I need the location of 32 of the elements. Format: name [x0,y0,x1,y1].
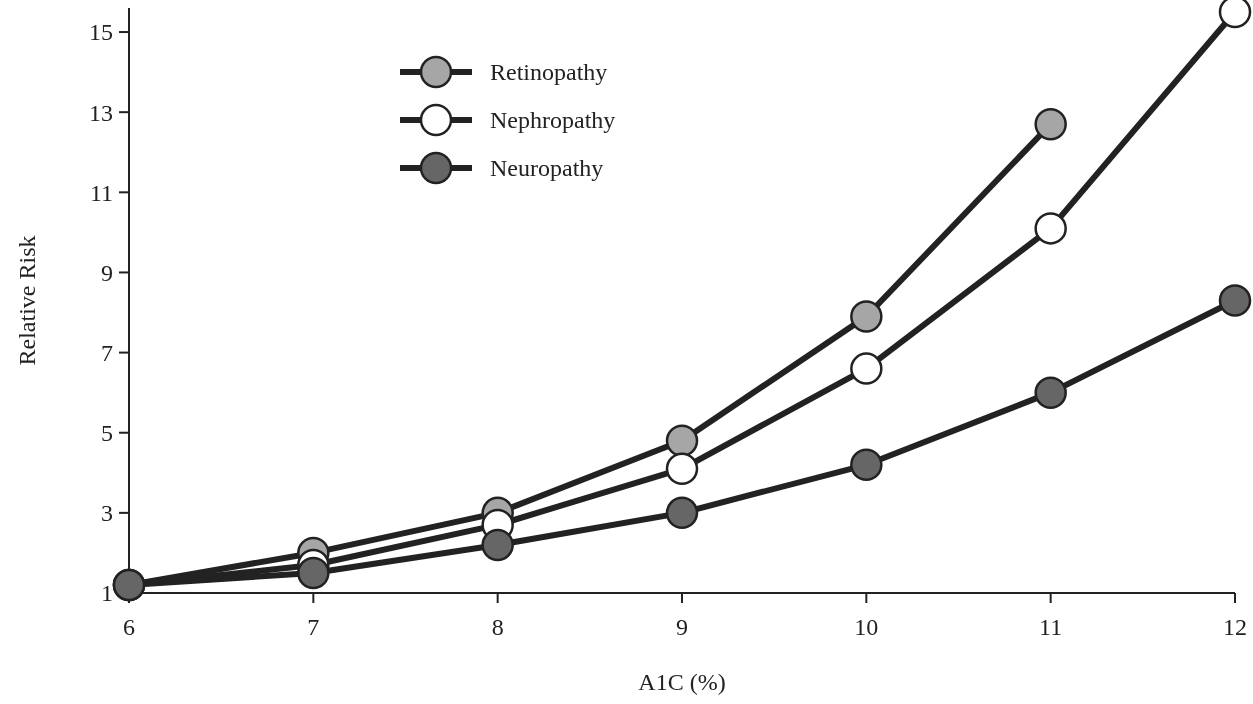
x-tick-label: 7 [307,614,320,640]
point [850,352,883,385]
x-tick-label: 11 [1039,614,1063,640]
point [665,496,699,530]
y-tick-label: 5 [101,420,113,447]
x-tick-label: 6 [123,614,135,640]
point [1034,212,1067,245]
point [665,424,699,457]
point [665,452,699,486]
point [297,556,330,590]
y-tick-label: 13 [89,99,113,126]
point [1034,376,1067,409]
legend-label: Retinopathy [490,59,608,86]
y-tick-label: 9 [101,259,113,286]
point [481,528,514,562]
y-tick-label: 3 [101,500,113,527]
y-tick-label: 15 [89,19,113,46]
x-tick-label: 8 [491,614,504,640]
point [1218,284,1252,317]
y-tick-label: 1 [101,580,113,607]
y-tick-label: 7 [101,339,113,366]
y-tick-label: 11 [89,179,113,206]
legend-label: Neuropathy [490,155,604,182]
legend-label: Nephropathy [490,107,616,134]
y-axis-title: Relative Risk [14,235,40,366]
x-tick-label: 10 [854,614,879,640]
x-tick-label: 12 [1223,614,1247,640]
x-axis-title: A1C (%) [638,669,726,695]
point [850,448,883,482]
point [1034,107,1067,141]
point [850,300,883,333]
x-tick-label: 9 [676,614,688,640]
